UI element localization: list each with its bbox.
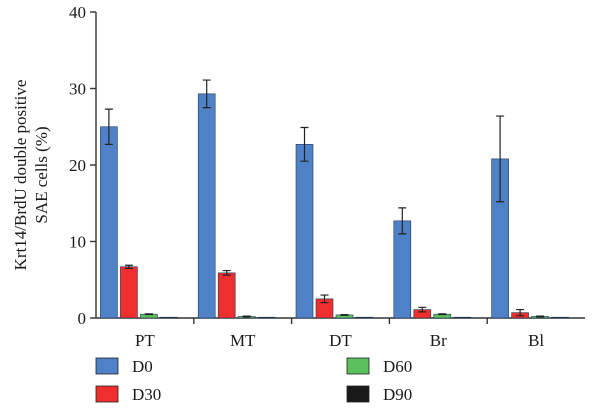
y-axis-label-line: SAE cells (%)	[32, 126, 51, 223]
bar-d0-dt	[295, 144, 314, 319]
bar-d90-pt	[160, 316, 178, 319]
bar-d0-pt	[100, 126, 118, 319]
bar-d90-dt	[355, 316, 374, 319]
legend-label-d30: D30	[132, 385, 161, 404]
legend-swatch-d60	[346, 357, 370, 375]
error-bar-d0-dt	[300, 126, 309, 162]
error-bar-d60-pt	[144, 313, 153, 316]
y-axis: 0 10 20 30 40	[69, 3, 97, 328]
legend-swatch-d30	[95, 385, 119, 403]
legend: D0 D30 D60 D90	[95, 357, 412, 404]
error-bar-d0-br	[398, 207, 407, 235]
error-bar-d30-br	[418, 306, 427, 313]
x-tick-label: PT	[135, 331, 155, 350]
legend-label-d0: D0	[132, 357, 153, 376]
bar-d30-mt	[217, 272, 236, 319]
bar-d0-br	[393, 220, 412, 319]
y-axis-label-line: Krt14/BrdU double positive	[11, 80, 30, 271]
legend-label-d90: D90	[383, 385, 412, 404]
error-bar-d60-dt	[340, 313, 349, 316]
bar-d90-bl	[551, 316, 569, 319]
error-bar-d30-pt	[124, 264, 133, 269]
bars	[100, 79, 569, 319]
error-bar-d60-br	[438, 313, 447, 316]
error-bar-d30-bl	[516, 308, 525, 317]
legend-swatch-d90	[346, 385, 370, 403]
error-bar-d0-pt	[104, 108, 113, 145]
bar-d30-pt	[120, 266, 138, 319]
x-axis: PT MT DT Br Bl	[96, 317, 585, 350]
x-tick-label: MT	[230, 331, 256, 350]
error-bar-d30-mt	[222, 269, 231, 276]
y-tick-label: 40	[69, 3, 86, 22]
legend-swatch-d0	[95, 357, 119, 375]
error-bar-d60-bl	[536, 315, 545, 318]
y-tick-label: 10	[69, 233, 86, 252]
y-tick-label: 0	[78, 309, 87, 328]
y-tick-label: 20	[69, 156, 86, 175]
error-bar-d0-mt	[202, 79, 211, 109]
x-tick-label: DT	[329, 331, 352, 350]
y-axis-title: Krt14/BrdU double positive SAE cells (%)	[11, 80, 51, 271]
legend-label-d60: D60	[383, 357, 412, 376]
error-bar-d30-dt	[320, 294, 329, 304]
x-tick-label: Br	[430, 331, 447, 350]
bar-d0-mt	[197, 93, 216, 319]
x-tick-label: Bl	[528, 331, 544, 350]
y-axis-label: Krt14/BrdU double positive SAE cells (%)	[11, 80, 51, 271]
error-bar-d60-mt	[242, 315, 251, 318]
y-tick-label: 30	[69, 80, 86, 99]
bar-d90-br	[453, 316, 472, 319]
error-bar-d0-bl	[496, 115, 505, 203]
bar-d90-mt	[257, 316, 276, 319]
